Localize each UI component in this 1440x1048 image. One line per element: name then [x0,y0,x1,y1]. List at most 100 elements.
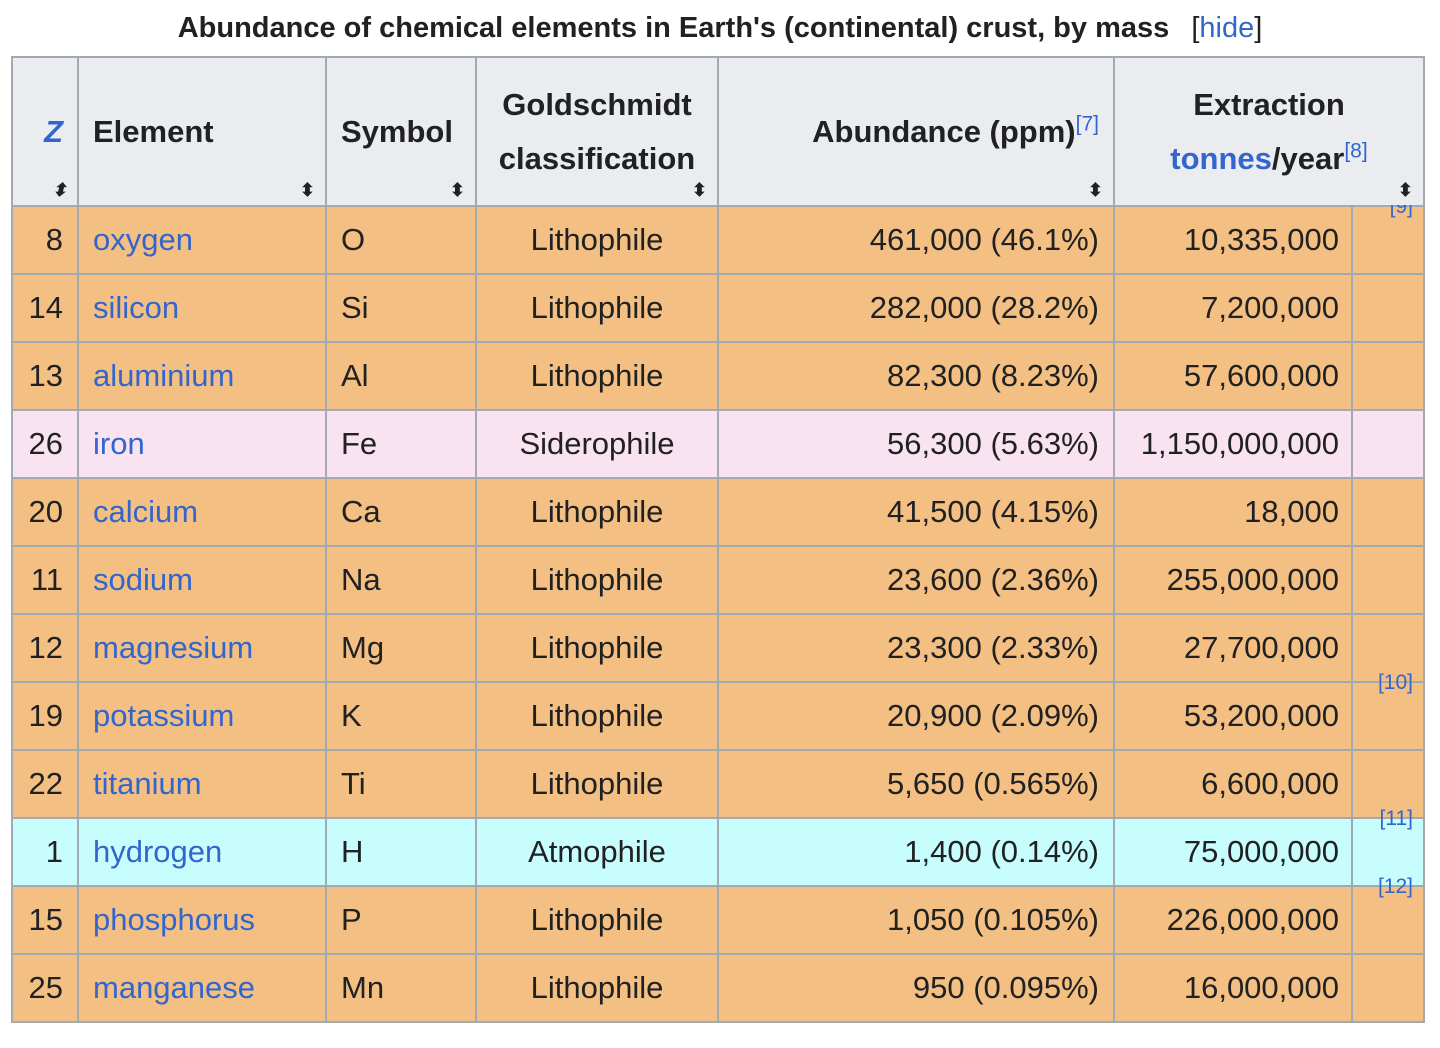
cell-symbol: H [325,817,477,887]
hide-link[interactable]: hide [1199,12,1255,44]
cell-abundance: 23,300 (2.33%) [717,613,1115,683]
caption-title: Abundance of chemical elements in Earth'… [177,12,1170,44]
cell-abundance: 56,300 (5.63%) [717,409,1115,479]
table-row: 13 aluminium Al Lithophile 82,300 (8.23%) 57,… [11,341,1425,411]
cell-element: oxygen [77,205,327,275]
cell-classification: Siderophile [475,409,719,479]
symbol-header-label: Symbol [341,113,453,149]
element-link[interactable]: sodium [93,562,193,597]
hide-toggle[interactable]: [hide] [1191,12,1263,44]
table-row: 20 calcium Ca Lithophile 41,500 (4.15%) 18,00… [11,477,1425,547]
cell-reference: [9] [1351,196,1425,275]
cell-symbol: O [325,205,477,275]
cell-abundance: 23,600 (2.36%) [717,545,1115,615]
tonnes-link[interactable]: tonnes [1170,140,1272,176]
element-link[interactable]: aluminium [93,358,235,393]
cell-extraction: 16,000,000 [1113,953,1353,1023]
cell-classification: Lithophile [475,885,719,955]
cell-abundance: 5,650 (0.565%) [717,749,1115,819]
column-header-z[interactable]: Z ⬍ [11,56,79,207]
element-link[interactable]: silicon [93,290,180,325]
element-link[interactable]: oxygen [93,222,193,257]
reference-link[interactable]: [10] [1377,671,1413,694]
cell-element: magnesium [77,613,327,683]
table-row: 14 silicon Si Lithophile 282,000 (28.2%) 7,20… [11,273,1425,343]
element-link[interactable]: manganese [93,970,256,1005]
table-caption: Abundance of chemical elements in Earth'… [0,0,1440,56]
table-row: 19 potassium K Lithophile 20,900 (2.09%) 53,2… [11,672,1425,751]
reference-link[interactable]: [8] [1344,139,1368,163]
cell-z: 8 [11,205,79,275]
table-body: 8 oxygen O Lithophile 461,000 (46.1%) 10,335,… [11,196,1425,1023]
cell-z: 22 [11,749,79,819]
header-row: Z ⬍ Element ⬍ Symbol ⬍ Goldschmidt class… [11,56,1425,207]
cell-abundance: 20,900 (2.09%) [717,681,1115,751]
table-row: 15 phosphorus P Lithophile 1,050 (0.105%) 226… [11,876,1425,955]
abundance-header-label: Abundance (ppm) [812,113,1076,149]
cell-extraction: 226,000,000 [1113,885,1353,955]
goldschmidt-header-line1: Goldschmidt [502,86,692,122]
element-link[interactable]: titanium [93,766,202,801]
cell-extraction: 27,700,000 [1113,613,1353,683]
cell-element: iron [77,409,327,479]
column-header-abundance[interactable]: Abundance (ppm)[7] ⬍ [717,56,1115,207]
element-link[interactable]: phosphorus [93,902,256,937]
cell-reference [1351,409,1425,479]
column-header-extraction[interactable]: Extraction tonnes/year[8] ⬍ [1113,56,1425,207]
element-link[interactable]: hydrogen [93,834,223,869]
cell-classification: Lithophile [475,477,719,547]
cell-z: 12 [11,613,79,683]
sort-icon[interactable]: ⬍ [1397,180,1413,200]
cell-abundance: 82,300 (8.23%) [717,341,1115,411]
z-header-label[interactable]: Z [44,113,63,149]
cell-reference [1351,749,1425,819]
sort-icon[interactable]: ⬍ [1087,180,1103,200]
cell-element: sodium [77,545,327,615]
cell-extraction: 75,000,000 [1113,817,1353,887]
element-link[interactable]: iron [93,426,145,461]
cell-symbol: Na [325,545,477,615]
cell-classification: Atmophile [475,817,719,887]
cell-classification: Lithophile [475,613,719,683]
cell-z: 15 [11,885,79,955]
cell-z: 26 [11,409,79,479]
reference-link[interactable]: [7] [1075,112,1099,136]
reference-link[interactable]: [11] [1379,807,1413,830]
cell-element: manganese [77,953,327,1023]
element-link[interactable]: potassium [93,698,235,733]
cell-extraction: 53,200,000 [1113,681,1353,751]
cell-extraction: 57,600,000 [1113,341,1353,411]
sort-icon[interactable]: ⬍ [449,180,465,200]
table-row: 22 titanium Ti Lithophile 5,650 (0.565%) 6,60… [11,749,1425,819]
cell-symbol: Al [325,341,477,411]
cell-abundance: 1,050 (0.105%) [717,885,1115,955]
cell-symbol: Ti [325,749,477,819]
element-link[interactable]: magnesium [93,630,254,665]
cell-extraction: 10,335,000 [1113,205,1353,275]
cell-element: hydrogen [77,817,327,887]
cell-symbol: Mn [325,953,477,1023]
reference-link[interactable]: [12] [1377,875,1413,898]
abundance-table: Z ⬍ Element ⬍ Symbol ⬍ Goldschmidt class… [11,56,1425,1023]
cell-classification: Lithophile [475,273,719,343]
goldschmidt-header-line2: classification [498,140,696,176]
column-header-element[interactable]: Element ⬍ [77,56,327,207]
cell-z: 11 [11,545,79,615]
cell-symbol: Fe [325,409,477,479]
cell-classification: Lithophile [475,681,719,751]
element-link[interactable]: calcium [93,494,199,529]
table-row: 12 magnesium Mg Lithophile 23,300 (2.33%) 27,… [11,613,1425,683]
element-header-label: Element [93,113,214,149]
column-header-goldschmidt[interactable]: Goldschmidt classification ⬍ [475,56,719,207]
cell-extraction: 7,200,000 [1113,273,1353,343]
cell-abundance: 950 (0.095%) [717,953,1115,1023]
table-row: 8 oxygen O Lithophile 461,000 (46.1%) 10,335,… [11,196,1425,275]
cell-classification: Lithophile [475,341,719,411]
cell-abundance: 282,000 (28.2%) [717,273,1115,343]
sort-icon[interactable]: ⬍ [691,180,707,200]
column-header-symbol[interactable]: Symbol ⬍ [325,56,477,207]
cell-symbol: Mg [325,613,477,683]
sort-icon[interactable]: ⬍ [51,180,67,200]
sort-icon[interactable]: ⬍ [299,180,315,200]
cell-symbol: Si [325,273,477,343]
